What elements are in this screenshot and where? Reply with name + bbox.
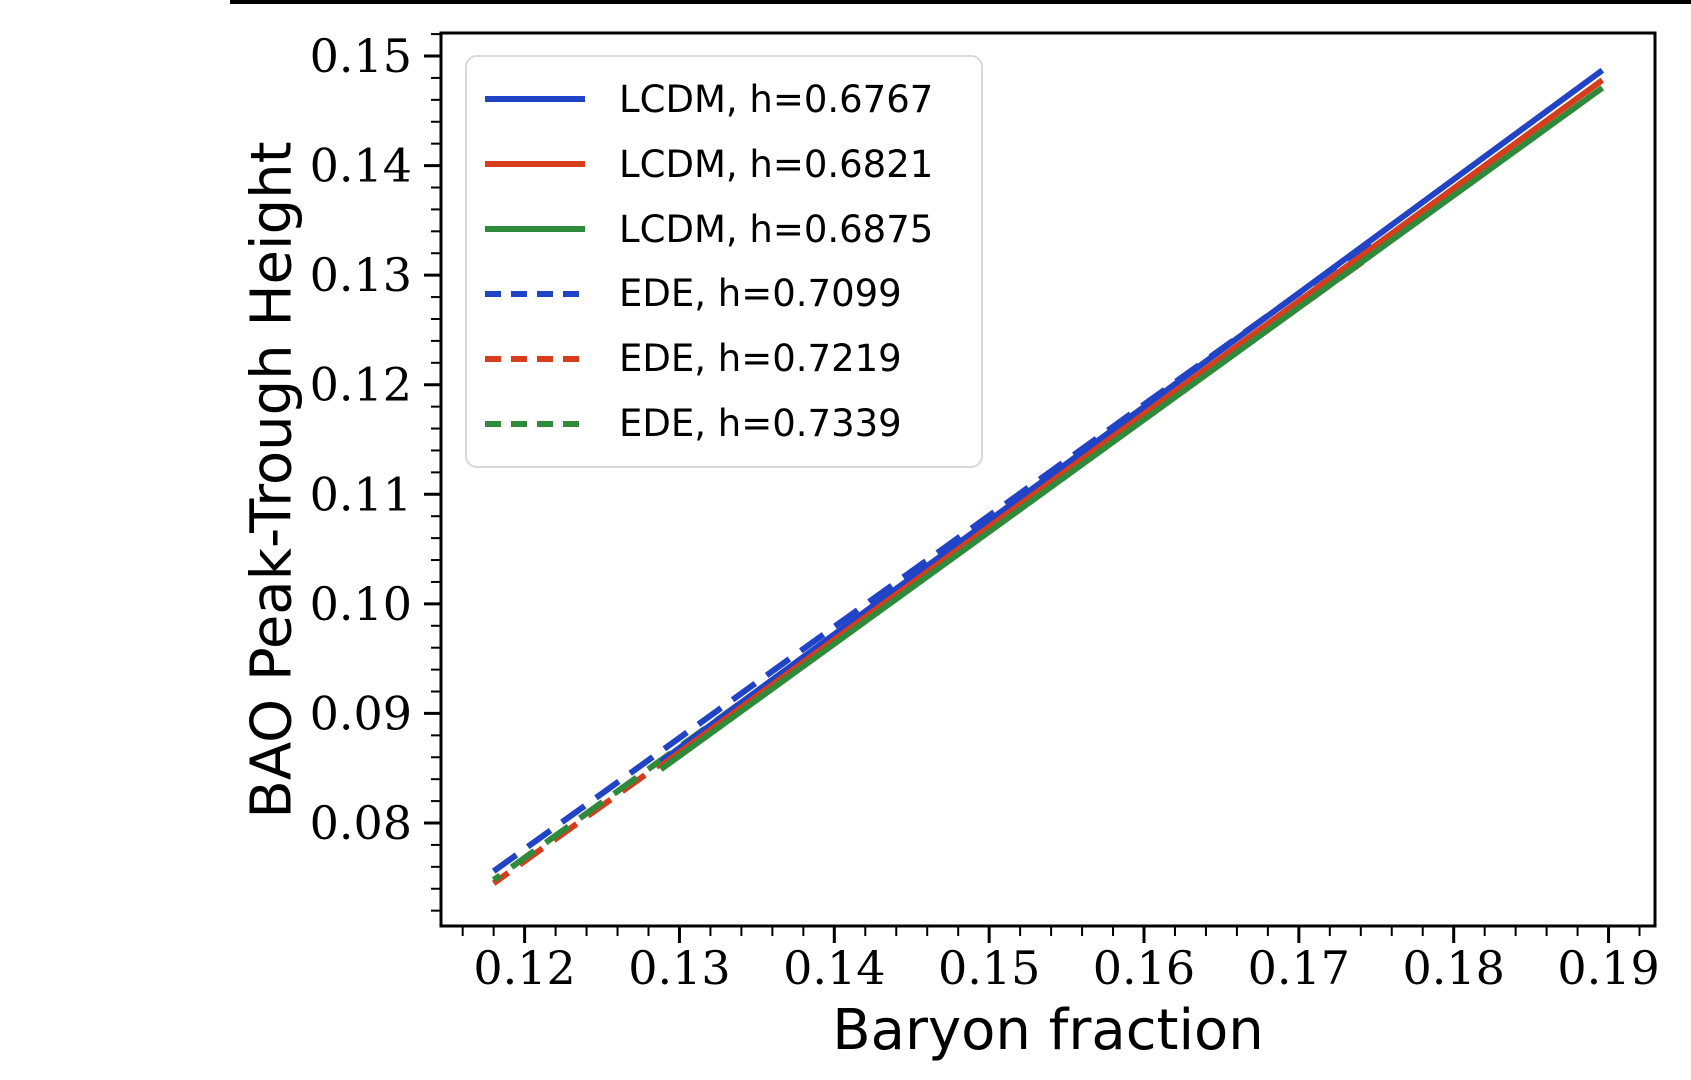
legend-line-swatch (485, 355, 585, 362)
x-axis-label: Baryon fraction (832, 998, 1264, 1063)
x-tick-label: 0.19 (1557, 941, 1659, 995)
x-tick-label: 0.18 (1402, 941, 1504, 995)
y-tick-label: 0.08 (310, 796, 412, 850)
legend-label: EDE, h=0.7099 (619, 272, 902, 316)
y-tick-label: 0.10 (310, 577, 412, 631)
document-rule-line (230, 0, 1691, 4)
y-tick-label: 0.11 (310, 467, 412, 521)
y-axis-label: BAO Peak-Trough Height (239, 141, 305, 819)
x-tick-label: 0.17 (1248, 941, 1350, 995)
y-tick-label: 0.12 (310, 358, 412, 412)
legend-label: LCDM, h=0.6767 (619, 77, 934, 121)
legend-line-swatch (485, 96, 585, 103)
legend-box: LCDM, h=0.6767 LCDM, h=0.6821 LCDM, h=0.68… (465, 55, 983, 468)
x-tick-label: 0.13 (628, 941, 730, 995)
legend-line-swatch (485, 420, 585, 427)
legend-item: LCDM, h=0.6767 (485, 68, 981, 130)
x-tick-label: 0.15 (938, 941, 1040, 995)
series-line (491, 239, 1372, 874)
series-line (659, 85, 1605, 772)
legend-item: LCDM, h=0.6875 (485, 198, 981, 260)
series-line (659, 77, 1605, 769)
y-tick-label: 0.09 (310, 686, 412, 740)
legend-item: EDE, h=0.7339 (485, 393, 981, 455)
legend-label: LCDM, h=0.6875 (619, 207, 934, 251)
x-tick-label: 0.14 (783, 941, 885, 995)
legend-item: EDE, h=0.7219 (485, 328, 981, 390)
legend-item: EDE, h=0.7099 (485, 263, 981, 325)
legend-label: EDE, h=0.7219 (619, 337, 902, 381)
legend-line-swatch (485, 161, 585, 168)
y-tick-label: 0.13 (310, 248, 412, 302)
legend-line-swatch (485, 290, 585, 297)
x-tick-label: 0.16 (1093, 941, 1195, 995)
legend-line-swatch (485, 226, 585, 233)
legend-label: LCDM, h=0.6821 (619, 142, 934, 186)
y-tick-label: 0.15 (310, 29, 412, 83)
legend-label: EDE, h=0.7339 (619, 402, 902, 446)
axes-spines (439, 31, 1657, 928)
legend-item: LCDM, h=0.6821 (485, 133, 981, 195)
x-tick-label: 0.12 (473, 941, 575, 995)
y-tick-label: 0.14 (310, 139, 412, 193)
